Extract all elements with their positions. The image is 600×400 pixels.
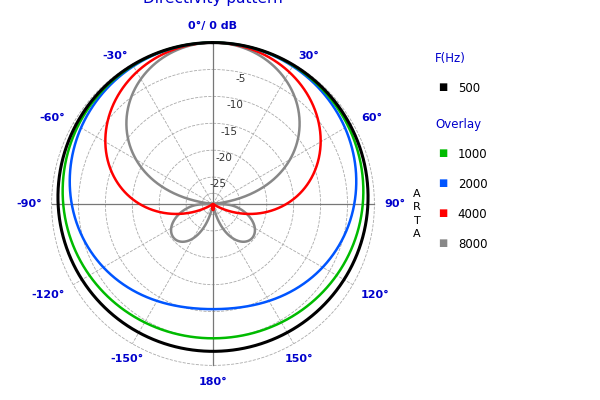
Text: -150°: -150°: [110, 354, 143, 364]
Text: ■: ■: [438, 82, 447, 92]
Text: -15: -15: [221, 127, 238, 137]
Text: 120°: 120°: [361, 290, 390, 300]
Text: -5: -5: [235, 74, 246, 84]
Text: ■: ■: [438, 238, 447, 248]
Title: Directivity pattern: Directivity pattern: [143, 0, 283, 6]
Text: A
R
T
A: A R T A: [413, 189, 421, 239]
Text: -90°: -90°: [16, 199, 42, 209]
Text: 2000: 2000: [458, 178, 487, 191]
Text: -20: -20: [215, 153, 232, 163]
Text: 0°/ 0 dB: 0°/ 0 dB: [188, 21, 238, 31]
Text: -120°: -120°: [31, 290, 65, 300]
Text: -10: -10: [227, 100, 244, 110]
Text: 4000: 4000: [458, 208, 487, 221]
Text: F(Hz): F(Hz): [435, 52, 466, 65]
Text: ■: ■: [438, 178, 447, 188]
Text: -25: -25: [210, 179, 227, 189]
Text: -60°: -60°: [39, 114, 65, 124]
Text: 500: 500: [458, 82, 480, 95]
Text: 150°: 150°: [285, 354, 314, 364]
Text: 1000: 1000: [458, 148, 487, 161]
Text: -30°: -30°: [102, 51, 127, 61]
Text: ■: ■: [438, 148, 447, 158]
Text: 90°: 90°: [384, 199, 405, 209]
Text: ■: ■: [438, 208, 447, 218]
Text: 8000: 8000: [458, 238, 487, 251]
Text: Overlay: Overlay: [435, 118, 481, 131]
Text: 180°: 180°: [199, 377, 227, 387]
Text: 60°: 60°: [361, 114, 382, 124]
Text: 30°: 30°: [299, 51, 319, 61]
